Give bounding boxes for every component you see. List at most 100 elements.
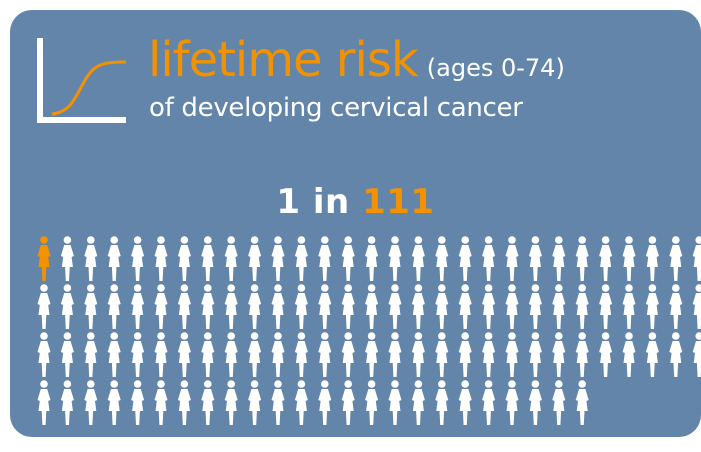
ratio-denominator: 111	[362, 182, 435, 222]
woman-figure	[505, 284, 519, 329]
woman-figure	[154, 332, 168, 377]
woman-figure	[575, 332, 589, 377]
woman-figure	[645, 332, 659, 377]
woman-figure	[60, 380, 74, 425]
woman-figure	[294, 332, 308, 377]
woman-figure	[201, 332, 215, 377]
woman-figure	[177, 284, 191, 329]
woman-figure	[84, 332, 98, 377]
woman-figure	[552, 236, 566, 281]
woman-figure	[458, 332, 472, 377]
population-pictogram	[37, 236, 701, 425]
woman-figure	[411, 284, 425, 329]
woman-figure	[411, 332, 425, 377]
headline-subtitle: of developing cervical cancer	[149, 93, 523, 123]
woman-figure	[341, 332, 355, 377]
woman-figure	[645, 236, 659, 281]
woman-figure	[528, 236, 542, 281]
woman-figure	[435, 284, 449, 329]
woman-figure	[84, 236, 98, 281]
woman-figure	[458, 284, 472, 329]
woman-figure	[271, 380, 285, 425]
woman-figure	[224, 284, 238, 329]
woman-figure	[201, 380, 215, 425]
woman-figure	[224, 332, 238, 377]
woman-figure	[365, 284, 379, 329]
woman-figure	[692, 332, 701, 377]
woman-figure	[365, 236, 379, 281]
woman-figure	[692, 236, 701, 281]
woman-figure	[107, 284, 121, 329]
woman-figure	[248, 284, 262, 329]
woman-figure	[271, 284, 285, 329]
woman-figure	[669, 332, 683, 377]
woman-figure	[552, 380, 566, 425]
woman-figure	[154, 380, 168, 425]
woman-figure	[84, 284, 98, 329]
woman-figure	[201, 236, 215, 281]
woman-figure	[505, 332, 519, 377]
woman-figure	[552, 284, 566, 329]
woman-figure	[552, 332, 566, 377]
woman-figure	[365, 332, 379, 377]
woman-figure	[37, 380, 51, 425]
woman-figure	[318, 332, 332, 377]
woman-figure	[599, 284, 613, 329]
woman-figure	[505, 380, 519, 425]
woman-figure	[692, 284, 701, 329]
woman-figure	[37, 284, 51, 329]
woman-figure	[388, 236, 402, 281]
woman-figure	[435, 236, 449, 281]
woman-figure	[248, 332, 262, 377]
woman-figure	[294, 284, 308, 329]
woman-figure	[294, 236, 308, 281]
woman-figure	[645, 284, 659, 329]
woman-figure-highlighted	[37, 236, 51, 281]
woman-figure	[622, 332, 636, 377]
woman-figure	[248, 236, 262, 281]
woman-figure	[458, 380, 472, 425]
woman-figure	[482, 236, 496, 281]
woman-figure	[669, 284, 683, 329]
woman-figure	[388, 380, 402, 425]
woman-figure	[177, 380, 191, 425]
woman-figure	[224, 236, 238, 281]
woman-figure	[131, 236, 145, 281]
woman-figure	[365, 380, 379, 425]
woman-figure	[84, 380, 98, 425]
woman-figure	[435, 332, 449, 377]
woman-figure	[435, 380, 449, 425]
woman-figure	[60, 284, 74, 329]
ratio-prefix: 1 in	[276, 182, 350, 222]
woman-figure	[575, 380, 589, 425]
woman-figure	[248, 380, 262, 425]
risk-ratio: 1 in 111	[10, 182, 701, 222]
woman-figure	[575, 236, 589, 281]
woman-figure	[482, 332, 496, 377]
woman-figure	[131, 332, 145, 377]
woman-figure	[60, 332, 74, 377]
woman-figure	[154, 284, 168, 329]
woman-figure	[599, 236, 613, 281]
woman-figure	[669, 236, 683, 281]
woman-figure	[271, 236, 285, 281]
woman-figure	[318, 236, 332, 281]
woman-figure	[318, 284, 332, 329]
woman-figure	[388, 332, 402, 377]
woman-figure	[60, 236, 74, 281]
woman-figure	[341, 380, 355, 425]
woman-figure	[458, 236, 472, 281]
woman-figure	[107, 380, 121, 425]
woman-figure	[177, 236, 191, 281]
woman-figure	[411, 380, 425, 425]
woman-figure	[622, 284, 636, 329]
woman-figure	[482, 380, 496, 425]
headline: lifetime risk (ages 0-74)	[148, 34, 565, 86]
woman-figure	[599, 332, 613, 377]
woman-figure	[341, 284, 355, 329]
woman-figure	[575, 284, 589, 329]
woman-figure	[224, 380, 238, 425]
woman-figure	[177, 332, 191, 377]
woman-figure	[294, 380, 308, 425]
woman-figure	[528, 332, 542, 377]
